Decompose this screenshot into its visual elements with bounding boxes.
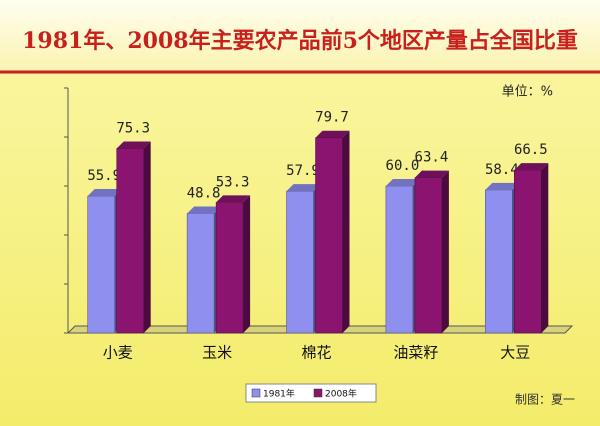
credit: 制图：夏一: [515, 393, 575, 407]
bar-face: [143, 141, 151, 333]
bar-face: [315, 130, 350, 138]
bar-face: [385, 179, 420, 186]
x-tick-label: 棉花: [301, 344, 331, 362]
legend-swatch: [251, 388, 261, 398]
bar-face: [187, 206, 222, 214]
value-label: 48.8: [187, 185, 221, 201]
bar-face: [215, 202, 244, 334]
bar-face: [541, 163, 549, 333]
bar-face: [414, 170, 449, 178]
x-tick-label: 小麦: [103, 344, 133, 362]
value-label: 63.4: [415, 150, 449, 166]
bar: [215, 195, 251, 334]
title-band: [0, 0, 600, 72]
bar-face: [485, 189, 513, 334]
legend-label: 1981年: [263, 388, 295, 400]
bar-face: [385, 185, 414, 334]
bar-face: [514, 163, 549, 171]
bar-face: [414, 177, 443, 334]
legend-box: [245, 383, 377, 403]
x-tick-label: 油菜籽: [393, 344, 438, 362]
value-label: 79.7: [315, 110, 349, 126]
bar-face: [186, 213, 215, 334]
x-tick-label: 大豆: [500, 344, 530, 362]
bar-face: [485, 182, 520, 190]
bar: [514, 163, 549, 334]
value-label: 75.3: [116, 121, 150, 137]
bar-face: [286, 184, 321, 192]
bar-face: [286, 190, 314, 334]
value-label: 55.9: [87, 168, 121, 184]
bar: [414, 170, 449, 334]
x-tick-label: 玉米: [202, 344, 232, 362]
legend-swatch: [313, 388, 323, 398]
legend-label: 2008年: [325, 388, 357, 400]
bar-face: [514, 169, 542, 334]
bar-face: [87, 195, 115, 334]
chart-title: 1981年、2008年主要农产品前5个地区产量占全国比重: [22, 28, 578, 54]
value-label: 57.9: [286, 163, 320, 179]
value-label: 66.5: [514, 142, 548, 158]
bar: [315, 130, 350, 334]
value-label: 58.4: [485, 162, 519, 178]
value-label: 60.0: [386, 158, 420, 174]
bar-face: [116, 148, 144, 334]
bar-face: [441, 170, 449, 333]
bar-face: [342, 130, 350, 333]
bar-face: [243, 195, 251, 333]
bar: [116, 141, 151, 334]
unit-label: 单位：%: [502, 85, 553, 100]
bar-face: [315, 137, 343, 334]
value-label: 53.3: [216, 174, 250, 190]
bar-face: [216, 195, 251, 203]
bar-face: [116, 141, 151, 149]
bar-face: [87, 189, 122, 197]
